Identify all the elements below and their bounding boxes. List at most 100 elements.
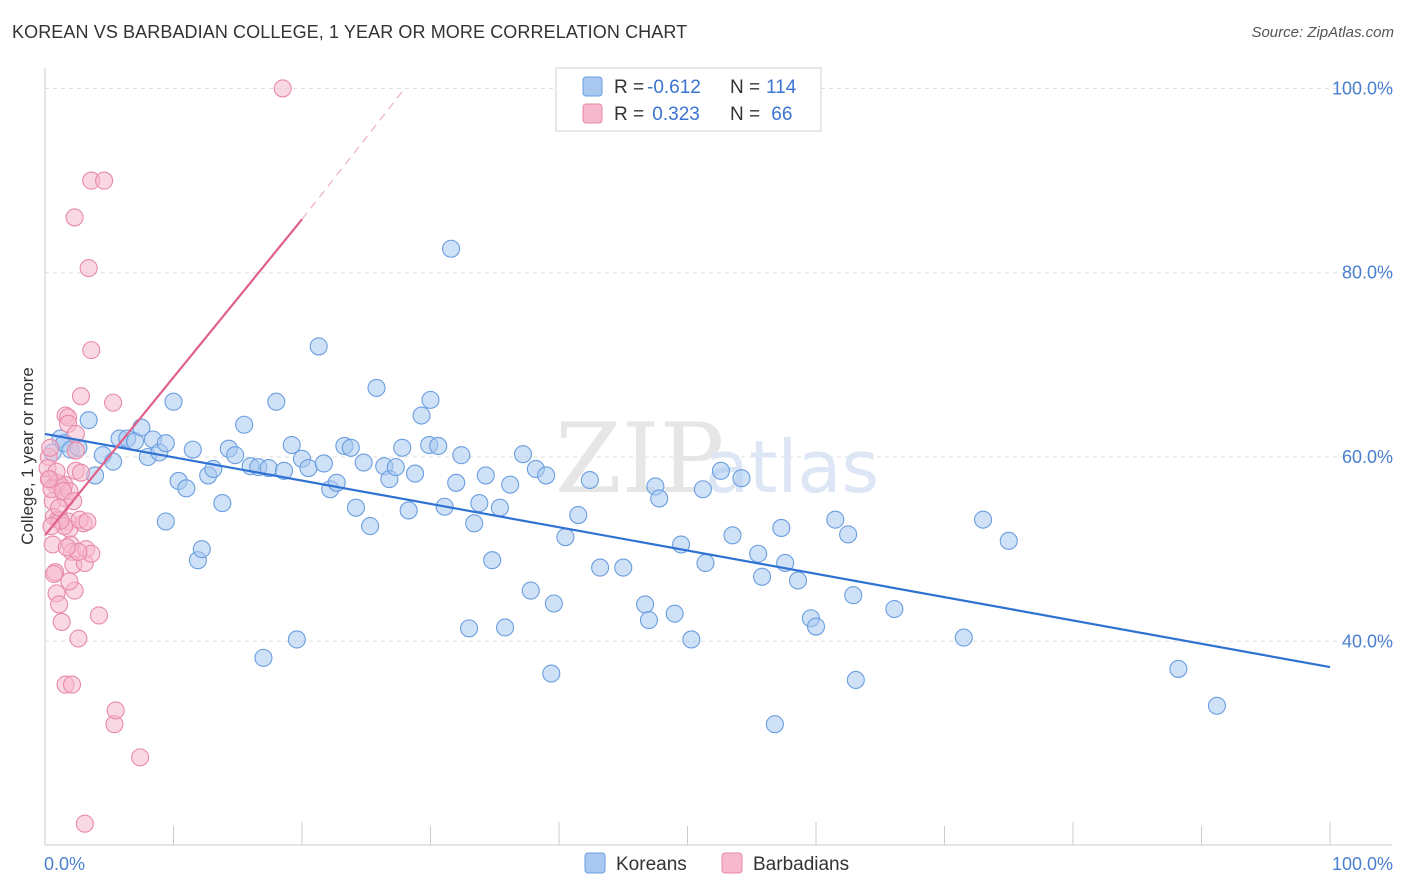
- korean-point: [542, 664, 561, 683]
- korean-point: [788, 571, 808, 590]
- korean-point: [556, 528, 575, 547]
- korean-point: [885, 599, 904, 619]
- legend-barbadian-n-value: 66: [766, 104, 792, 125]
- korean-point: [711, 461, 730, 480]
- korean-point: [1207, 696, 1226, 715]
- legend-barbadian-r-value: 0.323: [647, 104, 700, 125]
- korean-point: [752, 567, 772, 586]
- korean-point: [765, 715, 784, 734]
- korean-point: [501, 475, 520, 494]
- legend-barbadian-swatch: [582, 103, 603, 124]
- korean-point: [591, 558, 610, 577]
- korean-point: [495, 618, 515, 637]
- korean-point: [693, 480, 712, 499]
- korean-point: [79, 411, 98, 430]
- barbadian-trend-line: [44, 218, 303, 537]
- barbadian-point: [71, 387, 91, 406]
- barbadian-point: [62, 675, 82, 694]
- korean-point: [254, 648, 273, 667]
- legend-barbadian-r-label: R =: [614, 104, 644, 125]
- korean-point: [267, 392, 286, 411]
- korean-point: [999, 531, 1018, 550]
- barbadian-point: [50, 498, 69, 517]
- korean-point: [749, 544, 768, 563]
- barbadian-point: [66, 441, 85, 460]
- korean-point: [314, 454, 333, 473]
- source-credit: Source: ZipAtlas.com: [1251, 24, 1394, 41]
- barbadian-point: [52, 612, 71, 631]
- korean-point: [274, 461, 294, 480]
- korean-point: [806, 617, 826, 636]
- korean-point: [386, 458, 405, 477]
- barbadian-point: [79, 259, 98, 278]
- korean-point: [452, 446, 471, 465]
- barbadian-trend-extension: [301, 88, 406, 220]
- legend-korean-r-label: R =: [614, 77, 644, 98]
- korean-point: [465, 514, 484, 533]
- korean-point: [490, 498, 509, 517]
- y-tick-labels: 40.0% 60.0% 80.0% 100.0%: [1332, 78, 1393, 651]
- y-tick-label: 100.0%: [1332, 78, 1393, 98]
- korean-point: [682, 630, 701, 649]
- bottom-legend-barbadian-label: Barbadians: [753, 854, 849, 875]
- korean-point: [470, 494, 489, 513]
- korean-point: [354, 453, 373, 472]
- legend-barbadian-n-label: N =: [730, 104, 760, 125]
- korean-point: [826, 510, 845, 529]
- korean-point: [459, 619, 479, 638]
- korean-point: [177, 479, 196, 498]
- korean-point: [537, 466, 556, 485]
- korean-point: [183, 440, 202, 459]
- korean-point: [213, 494, 232, 513]
- korean-point: [412, 406, 431, 425]
- barbadian-point: [44, 564, 64, 584]
- korean-point: [839, 525, 858, 544]
- barbadian-point: [131, 748, 150, 767]
- korean-point: [772, 518, 791, 538]
- korean-point: [723, 526, 742, 545]
- y-tick-label: 60.0%: [1342, 447, 1393, 467]
- korean-point: [361, 517, 380, 536]
- barbadian-points: [38, 79, 292, 833]
- legend-korean-swatch: [582, 76, 603, 97]
- korean-point: [442, 239, 461, 258]
- korean-point: [282, 435, 301, 455]
- korean-point: [447, 473, 466, 492]
- korean-point: [614, 558, 633, 577]
- korean-point: [299, 459, 318, 478]
- barbadian-point: [104, 393, 123, 412]
- korean-point: [1169, 659, 1188, 678]
- korean-point: [346, 498, 366, 517]
- korean-point: [287, 630, 306, 649]
- korean-point: [226, 446, 245, 465]
- y-tick-label: 40.0%: [1342, 631, 1393, 651]
- barbadian-point: [78, 512, 97, 531]
- korean-point: [639, 611, 659, 630]
- bottom-legend-barbadian-swatch: [721, 852, 743, 874]
- grid-lines: [45, 87, 1392, 642]
- barbadian-point: [57, 538, 76, 557]
- y-tick-label: 80.0%: [1342, 263, 1393, 283]
- barbadian-point: [50, 595, 69, 614]
- chart-title: KOREAN VS BARBADIAN COLLEGE, 1 YEAR OR M…: [12, 22, 688, 42]
- korean-point: [341, 438, 360, 457]
- x-tick-labels: 0.0% 100.0%: [44, 854, 1393, 874]
- korean-trend-line: [44, 432, 1331, 669]
- watermark-zip-text: ZIP: [555, 403, 724, 515]
- watermark: ZIP atlas: [555, 403, 879, 515]
- barbadian-point: [75, 814, 94, 833]
- legend-korean-n-value: 114: [766, 77, 797, 98]
- bottom-legend-korean-swatch: [584, 852, 606, 874]
- barbadian-point: [71, 463, 91, 482]
- barbadian-point: [65, 208, 84, 227]
- korean-point: [973, 510, 993, 529]
- legend-korean-r-value: -0.612: [647, 77, 701, 98]
- korean-point: [393, 438, 412, 457]
- korean-point: [732, 469, 751, 488]
- bottom-legend-korean-label: Koreans: [616, 854, 687, 875]
- korean-point: [521, 581, 540, 600]
- legend-korean-n-label: N =: [730, 77, 760, 98]
- bottom-legend: Koreans Barbadians: [584, 852, 849, 875]
- barbadian-point: [60, 572, 79, 591]
